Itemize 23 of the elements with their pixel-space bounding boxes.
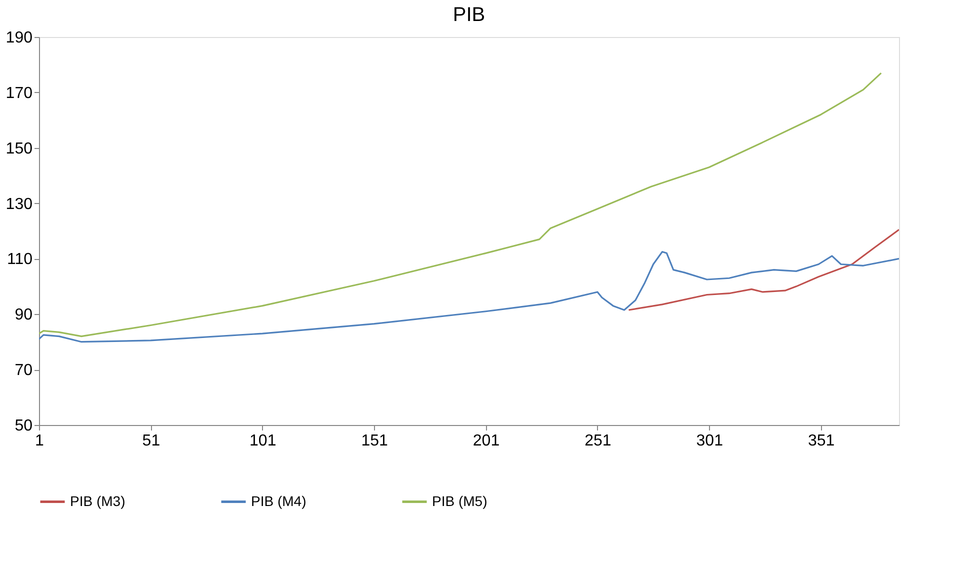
legend-label: PIB (M3) <box>70 492 126 509</box>
line-series <box>628 228 899 311</box>
x-tick-label: 1 <box>35 432 44 450</box>
y-tick-label: 190 <box>6 30 33 46</box>
x-tick-label: 201 <box>472 432 500 450</box>
chart-title: PIB <box>452 4 486 26</box>
y-tick-label: 90 <box>14 306 33 324</box>
legend-label: PIB (M4) <box>251 492 306 509</box>
line-series <box>39 72 882 338</box>
x-tick-label: 151 <box>361 432 388 450</box>
x-tick-label: 101 <box>250 432 276 450</box>
y-tick-label: 170 <box>6 84 33 102</box>
legend-label: PIB (M5) <box>432 492 488 509</box>
x-tick-label: 301 <box>696 432 724 450</box>
y-tick-label: 150 <box>6 140 33 158</box>
y-tick-label: 110 <box>6 251 33 268</box>
line-series <box>39 250 899 343</box>
x-tick-label: 251 <box>584 432 612 450</box>
x-tick-label: 351 <box>808 432 835 450</box>
y-tick-label: 50 <box>14 418 33 434</box>
y-tick-label: 70 <box>14 362 33 380</box>
y-tick-label: 130 <box>6 196 33 213</box>
x-tick-label: 51 <box>142 432 160 450</box>
